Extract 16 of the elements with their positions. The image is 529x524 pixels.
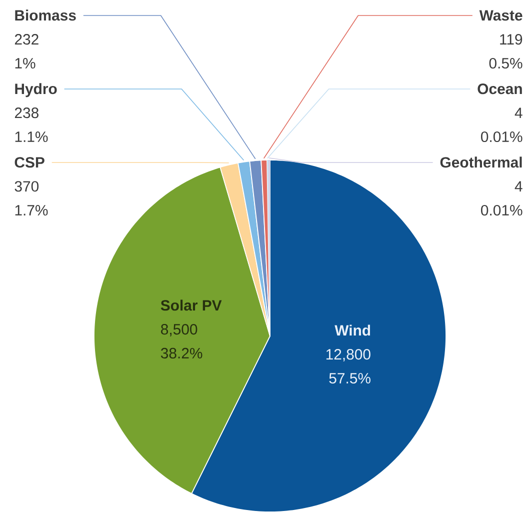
data-label: 119 0.5%	[489, 34, 522, 69]
slice-label: Biomass	[15, 10, 76, 21]
data-label: 8,500 38.2%	[160, 324, 202, 358]
data-label: 370 1.7%	[14, 181, 48, 216]
slice-label: CSP	[14, 157, 44, 168]
slice-label: Waste	[479, 10, 522, 21]
data-label: 4 0.01%	[481, 181, 522, 216]
data-label: 12,800 57.5%	[326, 349, 370, 384]
slice-label: Wind	[334, 324, 370, 336]
data-label: 4 0.01%	[481, 108, 522, 142]
data-label: 232 1%	[14, 34, 38, 69]
slice-label: Ocean	[478, 84, 522, 94]
data-label: 238 1.1%	[14, 108, 48, 142]
slice-label: Solar PV	[160, 300, 222, 311]
slice-label: Hydro	[15, 83, 57, 98]
slice-label: Geothermal	[440, 156, 522, 168]
